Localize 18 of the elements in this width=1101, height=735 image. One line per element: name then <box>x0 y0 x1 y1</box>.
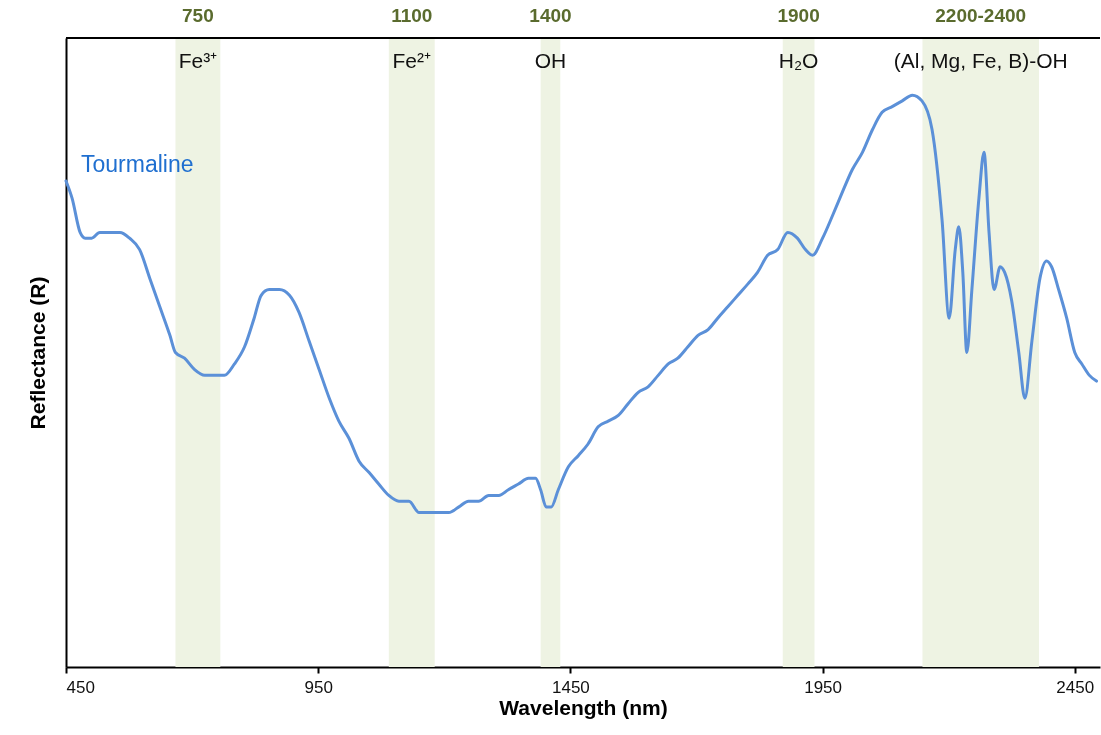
band-label: 750 <box>182 5 214 26</box>
x-tick-label: 2450 <box>1056 677 1095 697</box>
y-axis-title: Reflectance (R) <box>25 276 49 430</box>
x-tick-label: 1950 <box>804 677 842 697</box>
x-tick-label: 950 <box>304 677 333 697</box>
band-label: 2200-2400 <box>935 5 1027 26</box>
text: (Al, Mg, Fe, B)-OH <box>893 49 1068 72</box>
band-label: 1100 <box>391 5 433 26</box>
x-axis-title: Wavelength (nm) <box>499 695 668 719</box>
series-label: Tourmaline <box>81 150 194 177</box>
band-label: 1400 <box>529 5 572 26</box>
text: OH <box>534 49 567 72</box>
text: H₂O <box>778 49 819 72</box>
text: Fe²⁺ <box>392 49 432 72</box>
band-label: 1900 <box>777 5 820 26</box>
text: Fe³⁺ <box>178 49 218 72</box>
x-tick-label: 450 <box>66 677 95 697</box>
x-tick-label: 1450 <box>551 677 590 697</box>
